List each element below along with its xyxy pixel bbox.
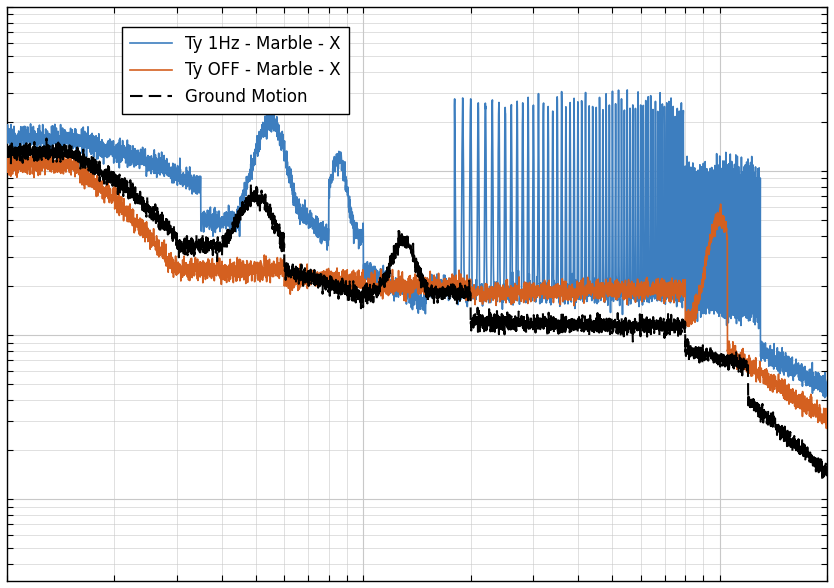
Ty OFF - Marble - X — [822, 410, 832, 417]
Ty 1Hz - Marble - X — [622, 86, 632, 93]
Ground Motion — [494, 330, 504, 338]
Line: Ground Motion: Ground Motion — [7, 139, 827, 479]
Ty 1Hz - Marble - X — [614, 191, 624, 198]
Ty 1Hz - Marble - X — [2, 124, 12, 131]
Ty OFF - Marble - X — [494, 289, 504, 296]
Ty 1Hz - Marble - X — [494, 106, 504, 113]
Ty OFF - Marble - X — [676, 281, 686, 288]
Ground Motion — [42, 135, 52, 142]
Ty OFF - Marble - X — [315, 271, 325, 278]
Legend: Ty 1Hz - Marble - X, Ty OFF - Marble - X, Ground Motion: Ty 1Hz - Marble - X, Ty OFF - Marble - X… — [122, 27, 349, 114]
Ground Motion — [151, 219, 161, 226]
Ground Motion — [817, 476, 827, 483]
Line: Ty 1Hz - Marble - X: Ty 1Hz - Marble - X — [7, 90, 827, 397]
Ty OFF - Marble - X — [614, 285, 624, 292]
Ty 1Hz - Marble - X — [822, 382, 832, 389]
Ground Motion — [822, 470, 832, 477]
Ground Motion — [2, 149, 12, 156]
Ty OFF - Marble - X — [3, 148, 13, 155]
Ty OFF - Marble - X — [535, 286, 545, 293]
Ty 1Hz - Marble - X — [820, 394, 830, 401]
Line: Ty OFF - Marble - X: Ty OFF - Marble - X — [7, 152, 827, 428]
Ty 1Hz - Marble - X — [535, 289, 545, 296]
Ty 1Hz - Marble - X — [315, 219, 325, 226]
Ground Motion — [315, 275, 325, 282]
Ty 1Hz - Marble - X — [676, 99, 686, 106]
Ty OFF - Marble - X — [2, 159, 12, 166]
Ty 1Hz - Marble - X — [151, 156, 161, 163]
Ground Motion — [676, 326, 686, 333]
Ground Motion — [614, 317, 624, 324]
Ground Motion — [535, 317, 545, 324]
Ty OFF - Marble - X — [151, 240, 161, 248]
Ty OFF - Marble - X — [821, 425, 831, 432]
